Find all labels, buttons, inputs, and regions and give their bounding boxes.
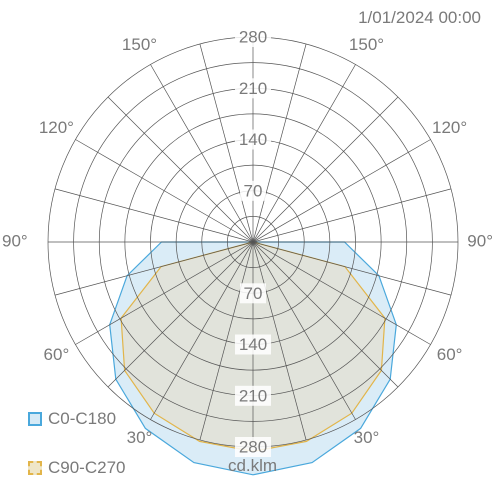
radial-tick-label: 210 (239, 79, 267, 98)
angle-label: 120° (39, 118, 74, 137)
polar-grid (47, 36, 459, 448)
grid-spoke (252, 241, 431, 345)
radial-tick-label: 210 (239, 386, 267, 405)
angle-label: 30° (354, 428, 380, 447)
legend-label-c90-c270: C90-C270 (48, 458, 126, 477)
angle-label: 60° (437, 345, 463, 364)
grid-spoke (252, 241, 307, 441)
grid-spoke (107, 96, 254, 243)
grid-spoke (150, 64, 254, 243)
angle-label: 90° (467, 231, 493, 250)
angle-label: 90° (2, 231, 28, 250)
angle-label: 120° (432, 118, 467, 137)
radial-tick-label: 140 (239, 130, 267, 149)
angle-label: 30° (127, 428, 153, 447)
grid-spoke (150, 241, 254, 420)
grid-spoke (75, 139, 254, 243)
radial-tick-label: 70 (244, 284, 263, 303)
grid-spoke (252, 64, 356, 243)
grid-spoke (252, 188, 452, 243)
grid-spoke (252, 241, 452, 296)
grid-spoke (54, 241, 254, 296)
radial-tick-label: 280 (239, 437, 267, 456)
radial-tick-bg (235, 78, 271, 99)
legend-swatch-c0-c180 (28, 412, 42, 426)
radial-tick-bg (240, 283, 266, 304)
legend-item-c90-c270[interactable]: C90-C270 (28, 458, 126, 478)
angle-label: 60° (44, 345, 70, 364)
unit-label: cd.klm (227, 456, 278, 475)
grid-spoke (54, 188, 254, 243)
grid-spoke (252, 43, 307, 243)
label-layer: 70 70 140 140 210 210 280 280 150° 150° 120° 120° 90… (2, 27, 493, 457)
radial-tick-label: 140 (239, 335, 267, 354)
legend-swatch-c90-c270 (28, 461, 42, 475)
grid-spoke (252, 241, 356, 420)
radial-tick-bg (235, 334, 271, 355)
grid-spoke (252, 139, 431, 243)
radial-tick-bg (240, 180, 266, 201)
grid-spoke (107, 241, 254, 388)
radial-tick-bg (235, 385, 271, 406)
radial-tick-bg (235, 437, 271, 457)
legend-item-c0-c180[interactable]: C0-C180 (28, 409, 116, 429)
grid-spoke (252, 241, 399, 388)
timestamp: 1/01/2024 00:00 (358, 8, 481, 27)
radial-tick-label: 70 (244, 181, 263, 200)
grid-spoke (252, 96, 399, 243)
grid-spoke (199, 43, 254, 243)
radial-tick-label: 280 (239, 27, 267, 46)
grid-spoke (75, 241, 254, 345)
grid-spoke (199, 241, 254, 441)
angle-label: 150° (122, 35, 157, 54)
radial-tick-bg (235, 27, 271, 47)
radial-tick-bg (235, 129, 271, 150)
angle-label: 150° (349, 35, 384, 54)
legend-label-c0-c180: C0-C180 (48, 409, 117, 428)
